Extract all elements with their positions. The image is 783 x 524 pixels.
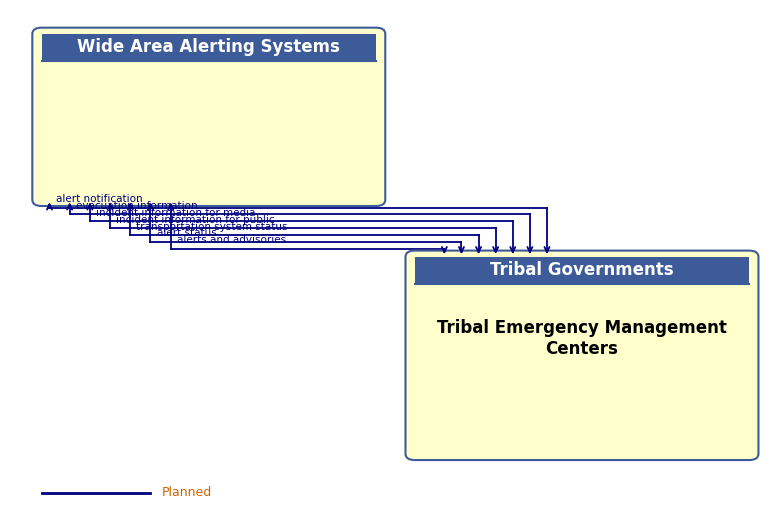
Text: incident information for public: incident information for public bbox=[117, 215, 275, 225]
Text: evacuation information: evacuation information bbox=[76, 201, 197, 211]
Text: Tribal Governments: Tribal Governments bbox=[490, 261, 674, 279]
Bar bbox=[415, 257, 749, 284]
Text: Planned: Planned bbox=[162, 486, 212, 499]
Text: incident information for media: incident information for media bbox=[96, 208, 255, 218]
Text: Wide Area Alerting Systems: Wide Area Alerting Systems bbox=[78, 38, 341, 57]
Bar bbox=[41, 34, 376, 61]
FancyBboxPatch shape bbox=[32, 28, 385, 206]
Text: transportation system status: transportation system status bbox=[136, 222, 288, 232]
Text: alert status: alert status bbox=[157, 228, 216, 238]
FancyBboxPatch shape bbox=[406, 250, 759, 460]
Text: alert notification: alert notification bbox=[56, 194, 143, 204]
Text: Tribal Emergency Management
Centers: Tribal Emergency Management Centers bbox=[437, 319, 727, 357]
Text: alerts and advisories: alerts and advisories bbox=[177, 235, 286, 245]
